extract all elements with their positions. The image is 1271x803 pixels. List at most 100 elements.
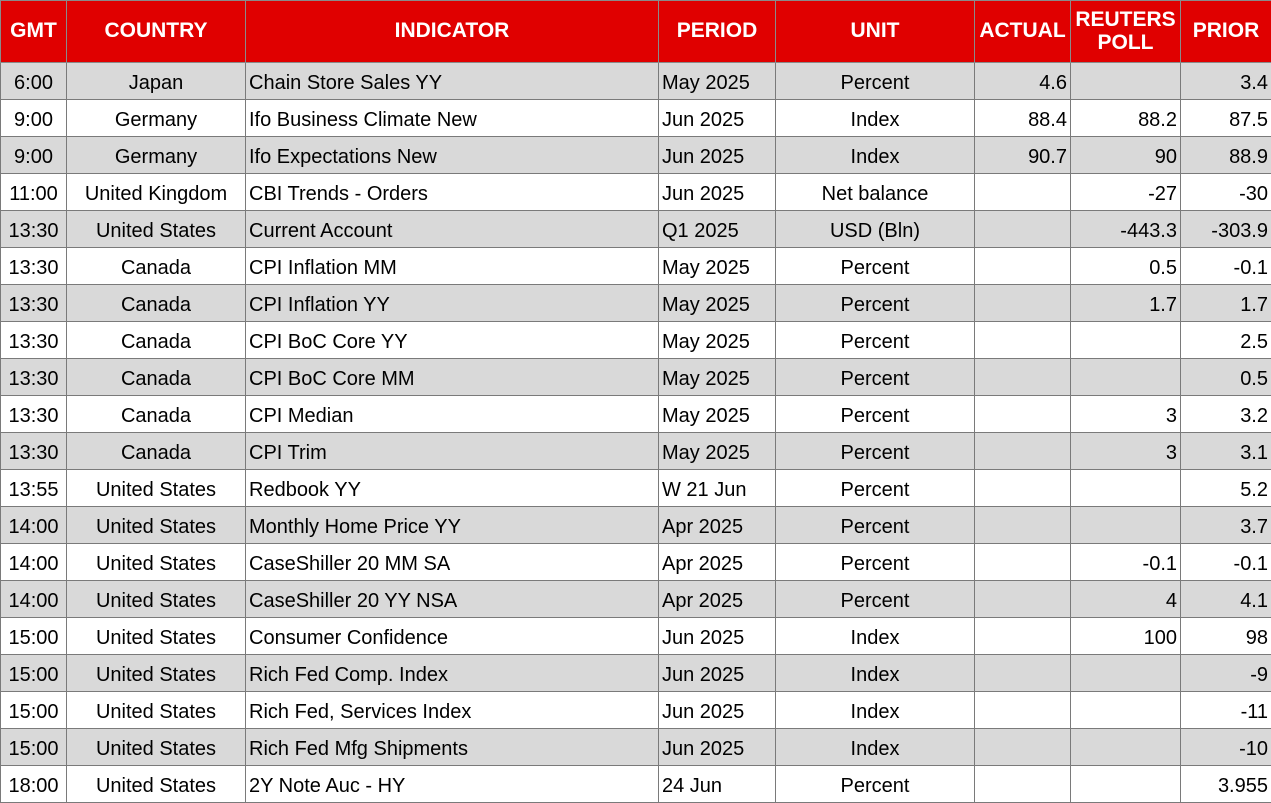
cell-indicator: CPI Inflation YY xyxy=(246,285,659,322)
cell-unit: Index xyxy=(776,692,975,729)
cell-indicator: Consumer Confidence xyxy=(246,618,659,655)
cell-reuters-poll: -27 xyxy=(1071,174,1181,211)
cell-indicator: CBI Trends - Orders xyxy=(246,174,659,211)
cell-prior: 1.7 xyxy=(1181,285,1271,322)
cell-actual xyxy=(975,544,1071,581)
cell-country: United States xyxy=(67,211,246,248)
cell-country: Canada xyxy=(67,433,246,470)
cell-indicator: Rich Fed Mfg Shipments xyxy=(246,729,659,766)
cell-country: United States xyxy=(67,766,246,803)
cell-gmt: 14:00 xyxy=(1,581,67,618)
cell-indicator: Ifo Business Climate New xyxy=(246,100,659,137)
cell-reuters-poll xyxy=(1071,766,1181,803)
cell-actual: 90.7 xyxy=(975,137,1071,174)
cell-reuters-poll: 88.2 xyxy=(1071,100,1181,137)
cell-indicator: Redbook YY xyxy=(246,470,659,507)
cell-prior: -10 xyxy=(1181,729,1271,766)
cell-country: Canada xyxy=(67,359,246,396)
cell-prior: 3.7 xyxy=(1181,507,1271,544)
cell-gmt: 18:00 xyxy=(1,766,67,803)
cell-actual xyxy=(975,174,1071,211)
cell-period: May 2025 xyxy=(659,63,776,100)
cell-indicator: CaseShiller 20 YY NSA xyxy=(246,581,659,618)
cell-reuters-poll xyxy=(1071,322,1181,359)
cell-country: Canada xyxy=(67,248,246,285)
cell-gmt: 13:30 xyxy=(1,433,67,470)
header-prior: PRIOR xyxy=(1181,1,1271,63)
cell-prior: -0.1 xyxy=(1181,544,1271,581)
cell-indicator: CPI Trim xyxy=(246,433,659,470)
cell-period: Jun 2025 xyxy=(659,655,776,692)
cell-reuters-poll: 4 xyxy=(1071,581,1181,618)
cell-period: Apr 2025 xyxy=(659,507,776,544)
cell-indicator: CPI BoC Core YY xyxy=(246,322,659,359)
cell-period: W 21 Jun xyxy=(659,470,776,507)
cell-prior: 87.5 xyxy=(1181,100,1271,137)
cell-country: Canada xyxy=(67,285,246,322)
cell-gmt: 9:00 xyxy=(1,137,67,174)
cell-prior: 3.955 xyxy=(1181,766,1271,803)
cell-gmt: 11:00 xyxy=(1,174,67,211)
cell-gmt: 13:30 xyxy=(1,396,67,433)
cell-indicator: CPI Inflation MM xyxy=(246,248,659,285)
cell-indicator: Chain Store Sales YY xyxy=(246,63,659,100)
cell-country: Japan xyxy=(67,63,246,100)
cell-country: Germany xyxy=(67,137,246,174)
cell-actual xyxy=(975,507,1071,544)
cell-period: May 2025 xyxy=(659,433,776,470)
cell-prior: 2.5 xyxy=(1181,322,1271,359)
cell-unit: Index xyxy=(776,729,975,766)
cell-actual xyxy=(975,581,1071,618)
cell-period: May 2025 xyxy=(659,248,776,285)
cell-unit: Percent xyxy=(776,63,975,100)
cell-prior: -9 xyxy=(1181,655,1271,692)
cell-unit: Index xyxy=(776,100,975,137)
cell-unit: Percent xyxy=(776,544,975,581)
cell-prior: 4.1 xyxy=(1181,581,1271,618)
cell-country: United States xyxy=(67,507,246,544)
cell-gmt: 15:00 xyxy=(1,618,67,655)
cell-reuters-poll xyxy=(1071,507,1181,544)
cell-gmt: 15:00 xyxy=(1,692,67,729)
cell-gmt: 13:30 xyxy=(1,211,67,248)
cell-country: United States xyxy=(67,544,246,581)
cell-reuters-poll: 0.5 xyxy=(1071,248,1181,285)
header-indicator: INDICATOR xyxy=(246,1,659,63)
cell-reuters-poll: 90 xyxy=(1071,137,1181,174)
cell-prior: 88.9 xyxy=(1181,137,1271,174)
cell-gmt: 9:00 xyxy=(1,100,67,137)
cell-indicator: Current Account xyxy=(246,211,659,248)
header-actual: ACTUAL xyxy=(975,1,1071,63)
cell-period: Jun 2025 xyxy=(659,100,776,137)
cell-country: United Kingdom xyxy=(67,174,246,211)
cell-unit: Percent xyxy=(776,285,975,322)
cell-prior: -0.1 xyxy=(1181,248,1271,285)
cell-gmt: 13:30 xyxy=(1,285,67,322)
cell-unit: Percent xyxy=(776,322,975,359)
cell-actual xyxy=(975,618,1071,655)
cell-period: Jun 2025 xyxy=(659,692,776,729)
cell-indicator: 2Y Note Auc - HY xyxy=(246,766,659,803)
cell-reuters-poll: 3 xyxy=(1071,433,1181,470)
cell-period: Apr 2025 xyxy=(659,544,776,581)
cell-country: United States xyxy=(67,729,246,766)
cell-gmt: 13:30 xyxy=(1,248,67,285)
cell-country: United States xyxy=(67,655,246,692)
cell-unit: Percent xyxy=(776,248,975,285)
cell-reuters-poll: 100 xyxy=(1071,618,1181,655)
cell-actual xyxy=(975,729,1071,766)
cell-country: Canada xyxy=(67,322,246,359)
cell-indicator: CPI BoC Core MM xyxy=(246,359,659,396)
cell-actual: 88.4 xyxy=(975,100,1071,137)
